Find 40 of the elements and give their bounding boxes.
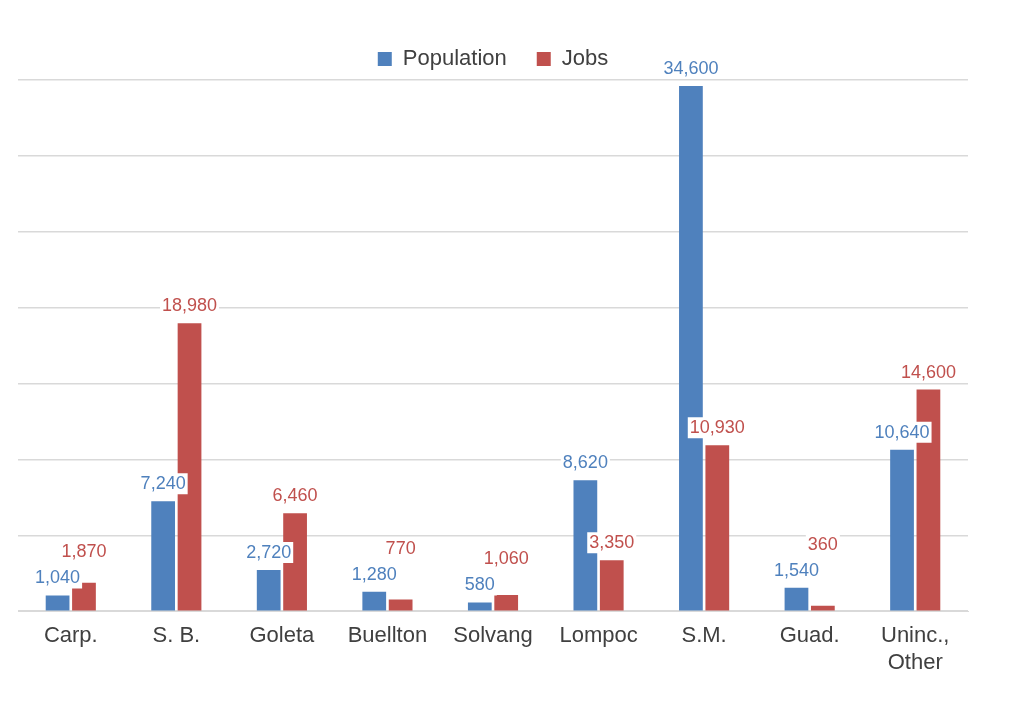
data-label: 3,350	[589, 532, 635, 553]
data-label: 6,460	[272, 485, 318, 506]
bar	[467, 602, 492, 611]
data-label: 1,540	[773, 559, 819, 580]
bar	[362, 591, 387, 611]
data-label: 360	[807, 533, 838, 554]
data-label: 7,240	[140, 473, 186, 494]
bar	[388, 599, 413, 611]
data-label: 10,640	[874, 421, 930, 442]
bar	[256, 569, 281, 611]
data-label: 1,040	[35, 567, 81, 588]
bar	[151, 501, 176, 611]
x-tick-label: Solvang	[453, 622, 533, 648]
bar	[494, 595, 519, 611]
x-tick-label: Guad.	[779, 622, 840, 648]
bar	[705, 445, 730, 611]
data-label: 2,720	[246, 541, 292, 562]
data-label: 18,980	[162, 295, 218, 316]
bar	[45, 595, 70, 611]
x-tick-label: Lompoc	[559, 622, 638, 648]
legend-label: Jobs	[561, 45, 609, 71]
data-label: 34,600	[663, 58, 719, 79]
bar	[890, 449, 914, 611]
x-tick-label: S.M.	[681, 622, 727, 648]
bar	[784, 587, 809, 611]
x-tick-label: Goleta	[249, 622, 316, 648]
data-label: 8,620	[562, 452, 608, 473]
x-tick-label: Uninc., Other	[880, 622, 950, 674]
data-label: 770	[385, 537, 416, 558]
data-label: 10,930	[689, 417, 745, 438]
bar	[599, 560, 624, 611]
data-label: 1,870	[61, 541, 107, 562]
data-label: 14,600	[900, 361, 956, 382]
legend-label: Population	[402, 45, 507, 71]
x-tick-label: Carp.	[43, 622, 98, 648]
x-tick-label: S. B.	[152, 622, 201, 648]
data-label: 1,060	[483, 548, 529, 569]
data-label: 1,280	[351, 563, 397, 584]
x-tick-label: Buellton	[347, 622, 428, 648]
data-label: 580	[464, 574, 495, 595]
